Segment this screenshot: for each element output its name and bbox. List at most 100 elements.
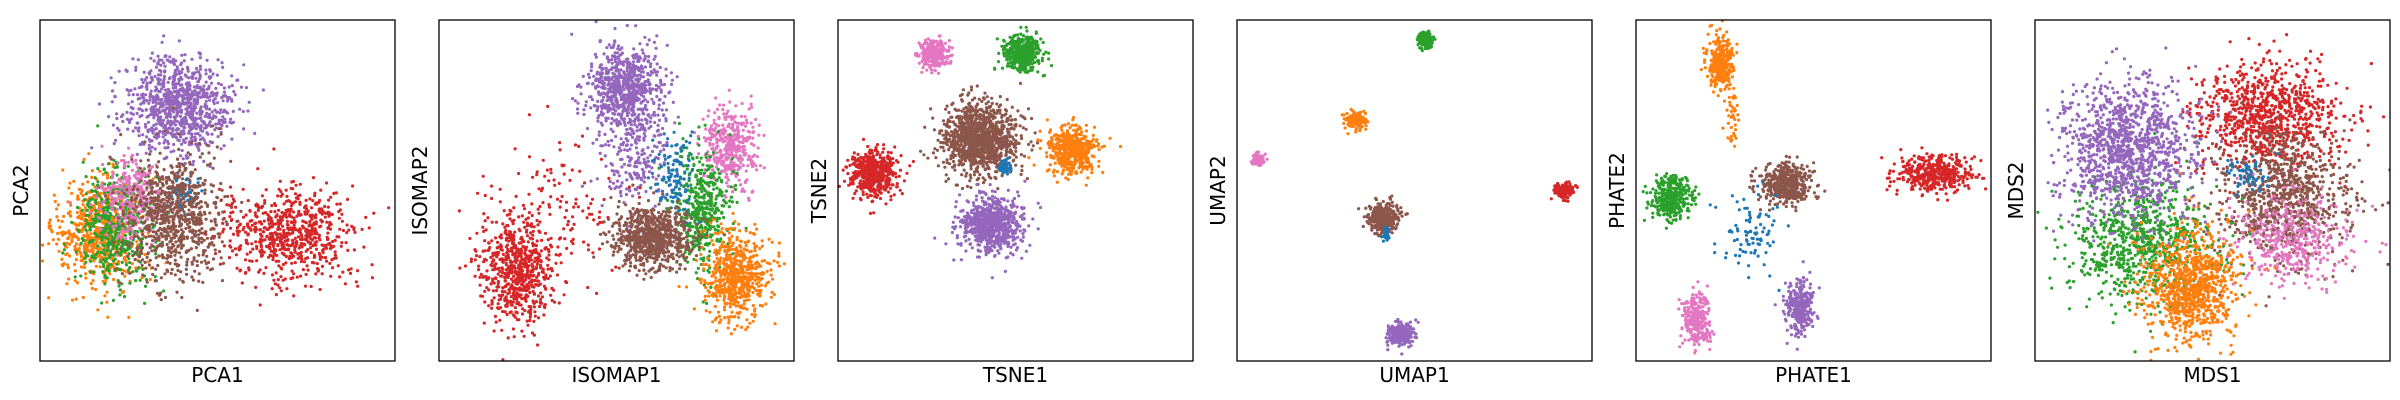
data-point xyxy=(156,95,160,99)
data-point xyxy=(652,144,657,148)
data-point xyxy=(100,183,104,187)
data-point xyxy=(599,144,603,148)
data-point xyxy=(650,71,655,75)
data-point xyxy=(167,191,172,195)
data-point xyxy=(187,129,191,133)
data-point xyxy=(111,123,115,127)
data-point xyxy=(164,179,169,183)
data-point xyxy=(624,143,629,148)
data-point xyxy=(105,176,110,180)
data-point xyxy=(333,250,337,254)
data-point xyxy=(648,153,652,157)
data-point xyxy=(66,237,70,241)
data-point xyxy=(284,188,288,192)
data-point xyxy=(76,197,80,201)
data-point xyxy=(607,68,611,72)
data-point xyxy=(161,235,165,239)
data-point xyxy=(87,152,91,156)
data-point xyxy=(629,143,634,147)
data-point xyxy=(267,255,271,259)
data-point xyxy=(152,209,157,213)
data-point xyxy=(330,266,335,270)
data-point xyxy=(176,196,180,200)
data-point xyxy=(170,133,174,137)
data-point xyxy=(101,172,105,176)
data-point xyxy=(586,81,590,85)
data-point xyxy=(117,218,121,222)
data-point xyxy=(165,99,169,103)
cluster-brown xyxy=(104,106,244,312)
data-point xyxy=(221,230,225,234)
data-point xyxy=(175,209,179,213)
data-point xyxy=(209,227,213,232)
data-point xyxy=(640,167,645,171)
data-point xyxy=(69,214,73,218)
data-point xyxy=(292,216,296,220)
data-point xyxy=(188,153,192,157)
data-point xyxy=(169,164,173,168)
data-point xyxy=(654,177,658,181)
data-point xyxy=(146,227,150,231)
data-point xyxy=(297,246,301,250)
data-point xyxy=(596,85,600,89)
data-point xyxy=(196,98,200,102)
data-point xyxy=(176,138,180,142)
data-point xyxy=(538,220,542,224)
data-point xyxy=(209,219,213,223)
data-point xyxy=(626,155,630,159)
data-point xyxy=(159,298,163,302)
data-point xyxy=(106,246,110,250)
data-point xyxy=(157,68,162,72)
data-point xyxy=(160,97,164,101)
data-point xyxy=(207,151,211,155)
data-point xyxy=(579,92,583,96)
data-point xyxy=(173,233,177,237)
data-point xyxy=(276,278,280,282)
data-point xyxy=(140,77,144,82)
data-point xyxy=(105,300,109,304)
data-point xyxy=(193,269,197,273)
data-point xyxy=(641,111,645,115)
data-point xyxy=(107,115,111,119)
data-point xyxy=(604,119,608,123)
data-point xyxy=(160,82,164,86)
data-point xyxy=(230,194,234,198)
data-point xyxy=(576,111,580,115)
data-point xyxy=(321,250,325,255)
data-point xyxy=(185,235,189,239)
data-point xyxy=(94,218,98,222)
data-point xyxy=(101,162,105,167)
data-point xyxy=(128,244,132,248)
data-point xyxy=(656,128,661,132)
data-point xyxy=(117,233,121,237)
data-point xyxy=(186,193,190,197)
data-point xyxy=(162,34,166,38)
data-point xyxy=(494,320,498,324)
data-point xyxy=(150,185,154,190)
data-point xyxy=(307,224,311,228)
data-point xyxy=(284,254,288,258)
data-point xyxy=(120,272,124,276)
data-point xyxy=(221,261,225,265)
data-point xyxy=(648,83,652,87)
data-point xyxy=(174,59,178,63)
data-point xyxy=(338,227,342,231)
data-point xyxy=(91,182,95,186)
data-point xyxy=(177,132,181,136)
data-point xyxy=(125,117,129,121)
data-point xyxy=(218,262,222,266)
data-point xyxy=(161,183,165,187)
data-point xyxy=(156,82,160,86)
data-point xyxy=(124,193,128,197)
data-point xyxy=(185,263,189,267)
data-point xyxy=(230,74,234,78)
data-point xyxy=(642,170,646,174)
data-point xyxy=(147,263,151,267)
data-point xyxy=(133,251,137,255)
data-point xyxy=(277,264,281,268)
data-point xyxy=(636,118,641,122)
data-point xyxy=(396,196,399,199)
data-point xyxy=(197,253,201,257)
data-point xyxy=(282,228,286,232)
data-point xyxy=(635,99,639,103)
